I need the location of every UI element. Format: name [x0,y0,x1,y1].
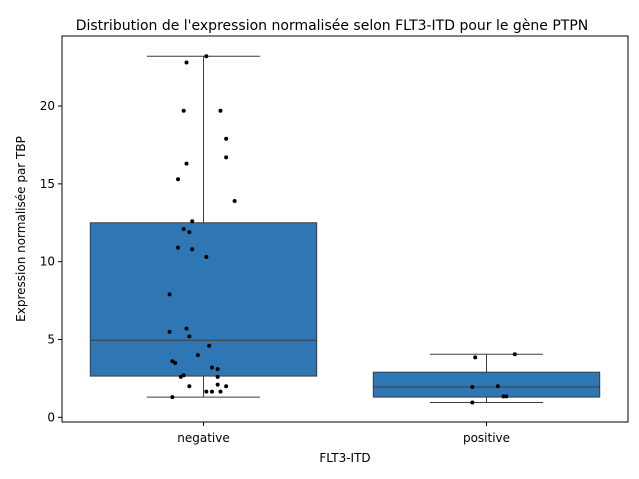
data-point [232,198,237,203]
y-tick-label: 0 [47,410,55,424]
x-tick-label: negative [177,431,229,445]
data-point [224,384,229,389]
data-point [181,227,186,231]
data-point [218,389,223,394]
data-point [195,353,200,358]
data-point [209,389,214,394]
y-axis-label: Expression normalisée par TBP [14,136,28,322]
data-point [504,394,509,399]
data-point [473,355,478,360]
data-point [176,245,181,250]
data-point [176,177,181,182]
data-point [190,247,195,252]
axes-frame [61,35,629,423]
data-point [224,136,229,141]
data-point [167,329,172,334]
data-point [204,389,209,394]
data-point [184,60,189,65]
y-tick-label: 5 [47,333,55,347]
y-tick-label: 15 [40,177,55,191]
data-point [167,292,172,297]
data-point [470,384,475,389]
data-point [187,334,192,339]
data-point [173,360,178,365]
data-point [204,54,209,59]
data-points [167,54,517,405]
data-point [218,108,223,113]
data-point [204,255,209,260]
data-point [170,395,175,400]
box-iqr [372,371,601,398]
x-tick-label: positive [463,431,510,445]
data-point [187,230,192,235]
data-point [495,384,500,389]
box-positive [372,353,601,404]
data-point [224,155,229,160]
data-point [470,400,475,405]
data-point [215,374,220,379]
data-point [178,374,183,379]
data-point [209,365,214,370]
data-point [215,367,220,372]
y-tick-label: 10 [40,255,55,269]
data-point [190,219,195,224]
data-point [207,343,212,348]
x-axis-label: FLT3-ITD [319,451,370,465]
data-point [215,382,220,387]
box-iqr [89,222,318,377]
data-point [512,352,517,357]
plot-area [89,54,601,405]
data-point [181,108,186,113]
data-point [184,326,189,331]
y-tick-label: 20 [40,99,55,113]
data-point [187,384,192,389]
axes: 0 5 10 15 20 negative positive [40,99,510,445]
chart-title: Distribution de l'expression normalisée … [76,18,589,34]
data-point [501,394,506,399]
data-point [184,161,189,166]
box-negative [89,55,318,398]
